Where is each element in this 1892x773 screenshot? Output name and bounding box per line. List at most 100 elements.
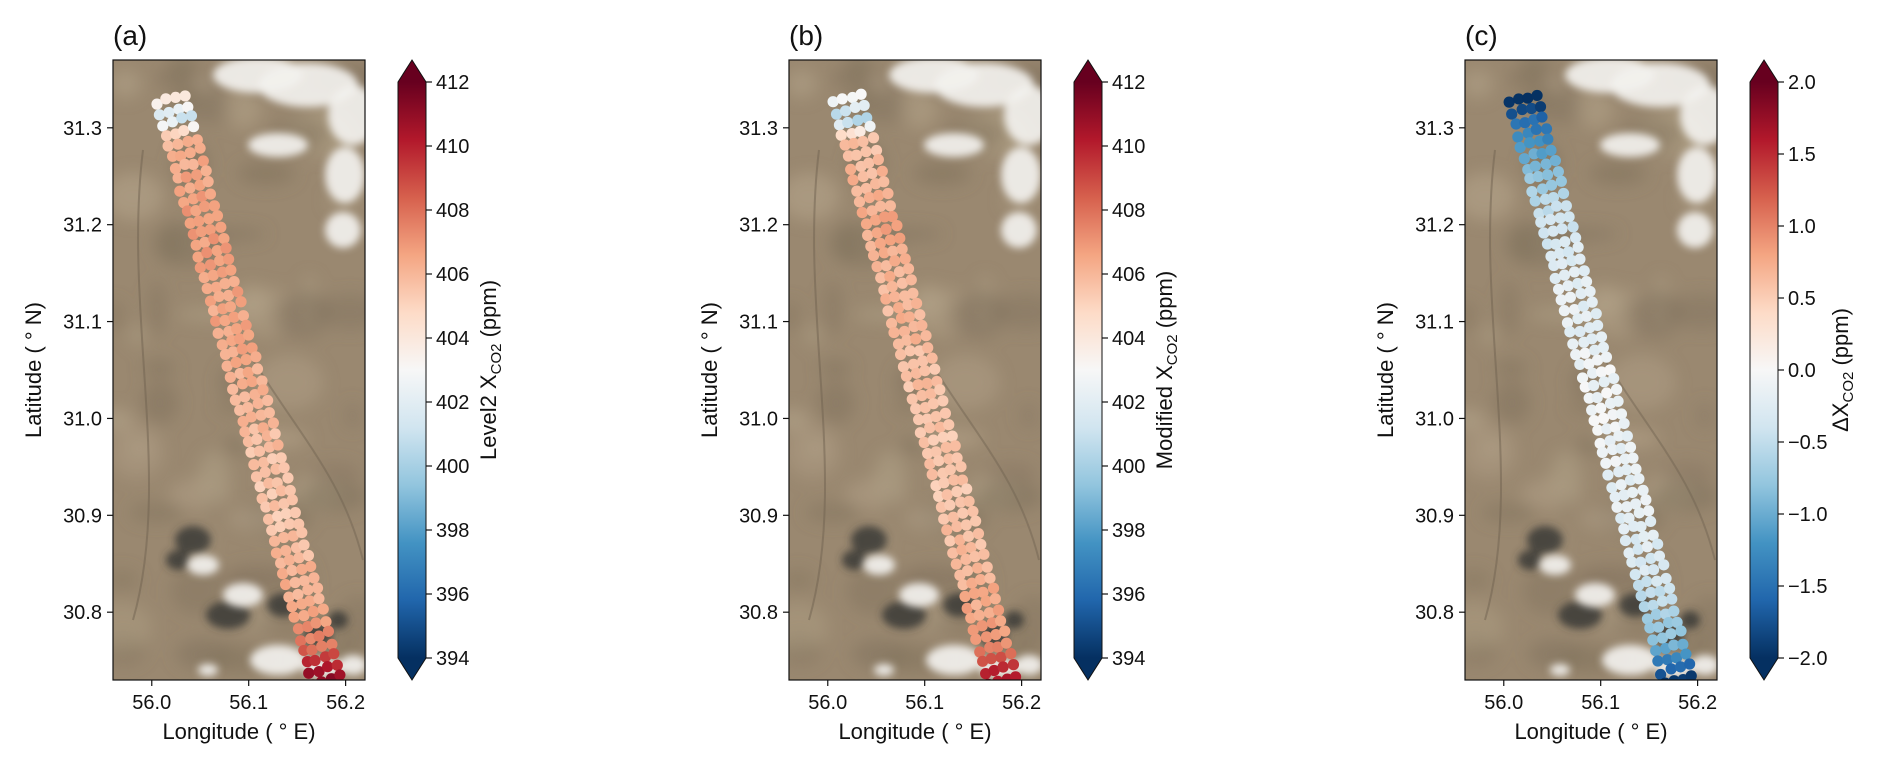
sounding-point bbox=[1591, 354, 1604, 366]
cloud bbox=[1602, 645, 1658, 675]
terrain-patch bbox=[1493, 381, 1531, 425]
cloud bbox=[339, 655, 365, 675]
sounding-point bbox=[242, 401, 254, 414]
sounding-point bbox=[946, 430, 958, 442]
sounding-point bbox=[199, 200, 211, 213]
sounding-point bbox=[262, 513, 275, 525]
sounding-point bbox=[869, 214, 882, 226]
colorbar-label-unit: (ppm) bbox=[1152, 271, 1177, 335]
sounding-point bbox=[287, 530, 299, 542]
sounding-point bbox=[1597, 341, 1609, 354]
sounding-point bbox=[872, 154, 884, 166]
sounding-point bbox=[917, 355, 929, 367]
sounding-point bbox=[308, 572, 320, 584]
colorbar-label: Level2 XCO2 (ppm) bbox=[476, 280, 505, 460]
sounding-point bbox=[1600, 457, 1612, 469]
colorbar-tick-label: 0.5 bbox=[1788, 288, 1816, 310]
colorbar-tick-label: 394 bbox=[1112, 648, 1145, 670]
sounding-point bbox=[922, 342, 934, 354]
sounding-point bbox=[196, 190, 208, 203]
sounding-point bbox=[1647, 634, 1659, 646]
sounding-point bbox=[204, 295, 217, 307]
sounding-point bbox=[907, 358, 920, 370]
y-tick-label: 31.0 bbox=[739, 408, 778, 430]
sounding-point bbox=[310, 617, 322, 629]
sounding-point bbox=[997, 661, 1009, 673]
sounding-point bbox=[848, 137, 860, 150]
sounding-point bbox=[886, 280, 898, 293]
x-tick-label: 56.0 bbox=[1484, 692, 1523, 714]
sounding-point bbox=[1647, 529, 1659, 541]
cloud-shadow bbox=[175, 526, 211, 554]
sounding-point bbox=[1641, 575, 1653, 588]
sounding-point bbox=[237, 415, 249, 428]
sounding-point bbox=[153, 109, 166, 121]
sounding-point bbox=[873, 189, 885, 201]
sounding-point bbox=[863, 157, 875, 169]
sounding-point bbox=[190, 239, 202, 251]
sounding-point bbox=[1001, 673, 1013, 680]
sounding-point bbox=[307, 605, 319, 618]
sounding-point bbox=[972, 528, 985, 540]
colorbar-tick-label: 406 bbox=[1112, 264, 1145, 286]
sounding-point bbox=[160, 93, 172, 105]
sounding-point bbox=[200, 165, 212, 177]
sounding-point bbox=[974, 573, 987, 586]
colorbar-tick-label: 394 bbox=[436, 648, 469, 670]
sounding-point bbox=[1541, 169, 1554, 181]
sounding-point bbox=[916, 319, 928, 332]
sounding-point bbox=[1594, 437, 1606, 450]
terrain-patch bbox=[817, 381, 855, 425]
cloud-shadow bbox=[328, 611, 348, 629]
sounding-point bbox=[876, 165, 888, 177]
sounding-point bbox=[980, 631, 993, 643]
sounding-point bbox=[1514, 141, 1526, 154]
sounding-point bbox=[1609, 491, 1621, 503]
cloud bbox=[863, 555, 895, 575]
sounding-point bbox=[878, 247, 890, 259]
sounding-point bbox=[1645, 552, 1657, 564]
sounding-point bbox=[1568, 303, 1581, 316]
cloud-shadow bbox=[882, 601, 926, 629]
terrain-patch bbox=[142, 359, 176, 377]
colorbar-tick-label: −2.0 bbox=[1788, 648, 1827, 670]
sounding-point bbox=[295, 635, 307, 647]
sounding-point bbox=[1615, 512, 1627, 524]
sounding-point bbox=[1513, 93, 1525, 105]
colorbar-tick-label: 402 bbox=[436, 392, 469, 414]
sounding-point bbox=[985, 653, 997, 665]
colorbar: 394 396 398 400 402 404 406 408 410 412 Level2 XCO… bbox=[397, 59, 505, 681]
sounding-point bbox=[941, 524, 953, 536]
sounding-point bbox=[1675, 625, 1687, 637]
colorbar-label-subscript: CO2 bbox=[1164, 334, 1181, 365]
sounding-point bbox=[1655, 668, 1667, 680]
sounding-point bbox=[861, 112, 873, 124]
y-tick-label: 30.9 bbox=[63, 505, 102, 527]
sounding-point bbox=[980, 595, 992, 607]
sounding-point bbox=[266, 524, 278, 536]
sounding-point bbox=[230, 356, 242, 369]
terrain-patch bbox=[168, 60, 197, 81]
sounding-point bbox=[999, 625, 1011, 637]
sounding-point bbox=[1547, 192, 1560, 204]
sounding-point bbox=[884, 234, 896, 246]
sounding-point bbox=[1528, 148, 1540, 160]
sounding-point bbox=[1558, 305, 1570, 317]
panel-3: 56.0 56.1 56.2 30.8 30.9 31.0 31.1 31.2 31.3 Long… bbox=[1373, 20, 1857, 744]
cloud bbox=[1600, 133, 1660, 157]
sounding-point bbox=[956, 474, 969, 486]
sounding-point bbox=[302, 549, 315, 562]
sounding-point bbox=[930, 410, 942, 423]
terrain-patch bbox=[1607, 355, 1676, 410]
terrain-patch bbox=[1481, 503, 1537, 522]
cloud bbox=[250, 645, 306, 675]
sounding-point bbox=[1606, 482, 1618, 494]
y-tick-label: 31.3 bbox=[739, 118, 778, 140]
sounding-point bbox=[194, 142, 206, 154]
sounding-point bbox=[1586, 296, 1598, 308]
sounding-point bbox=[976, 620, 988, 632]
sounding-point bbox=[930, 446, 942, 458]
sounding-point bbox=[968, 587, 980, 600]
sounding-point bbox=[270, 547, 283, 559]
